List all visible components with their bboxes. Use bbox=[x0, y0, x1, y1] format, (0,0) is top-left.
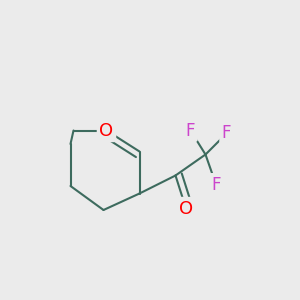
Text: O: O bbox=[179, 200, 193, 217]
Text: F: F bbox=[222, 124, 231, 142]
Text: F: F bbox=[186, 122, 195, 140]
Text: F: F bbox=[211, 176, 221, 194]
Text: O: O bbox=[99, 122, 114, 140]
